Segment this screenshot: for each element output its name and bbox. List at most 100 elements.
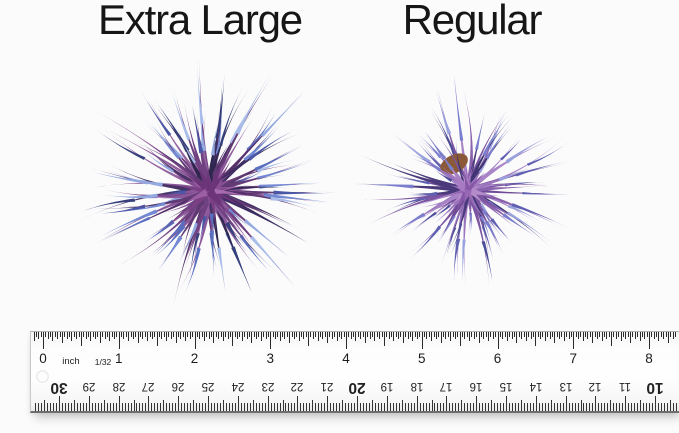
leaf-spike	[208, 91, 304, 193]
inch-tick	[230, 332, 231, 337]
leaf-spike	[498, 168, 530, 182]
inch-tick	[237, 332, 239, 339]
cm-tick	[371, 399, 373, 411]
inch-tick	[149, 332, 151, 337]
inch-tick	[630, 332, 632, 343]
inch-tick	[556, 332, 558, 337]
inch-tick	[106, 332, 108, 337]
cm-tick	[202, 403, 204, 411]
cm-tick	[267, 396, 269, 411]
inch-tick	[362, 332, 364, 337]
leaf-spike	[205, 163, 215, 192]
cm-number: 20	[348, 379, 366, 396]
inch-tick	[211, 332, 213, 337]
inch-tick	[625, 332, 627, 339]
cm-number: 23	[261, 380, 274, 392]
cm-tick	[288, 403, 290, 411]
leaf-spike	[194, 114, 204, 154]
leaf-spike	[437, 148, 454, 171]
leaf-spike	[210, 119, 219, 156]
leaf-spike	[153, 98, 190, 153]
cm-tick	[85, 403, 87, 411]
inch-tick	[577, 332, 579, 339]
cm-tick	[145, 403, 147, 411]
cm-tick	[100, 403, 102, 411]
cm-tick	[240, 403, 242, 411]
cm-tick	[550, 399, 552, 411]
cm-tick	[282, 399, 284, 411]
inch-tick	[121, 332, 123, 337]
cm-tick	[497, 403, 499, 411]
leaf-spike	[354, 184, 469, 193]
inch-tick	[220, 332, 222, 337]
inch-tick	[672, 332, 674, 339]
leaf-spike	[455, 137, 471, 191]
leaf-spike	[481, 241, 494, 290]
leaf-spike	[102, 187, 211, 198]
inch-tick	[386, 332, 388, 337]
leaf-spike	[219, 86, 244, 147]
cm-tick	[41, 403, 43, 411]
cm-tick	[246, 403, 248, 411]
leaf-spike	[464, 170, 471, 191]
leaf-spike	[411, 211, 437, 232]
leaf-spike	[469, 213, 472, 236]
extra-large-label: Extra Large	[98, 0, 303, 43]
inch-tick	[40, 332, 42, 337]
inch-number: 7	[569, 351, 578, 366]
inch-tick	[627, 332, 629, 337]
inch-tick	[514, 332, 516, 337]
inch-tick	[182, 332, 184, 337]
inch-tick	[312, 332, 314, 339]
leaf-spike	[140, 147, 175, 173]
cm-tick	[193, 399, 195, 411]
leaf-spike	[417, 134, 442, 159]
cm-tick	[628, 403, 630, 411]
leaf-spike	[490, 218, 512, 243]
leaf-spike	[405, 188, 469, 210]
leaf-spike	[410, 154, 442, 172]
leaf-spike	[157, 235, 183, 272]
cm-tick	[216, 403, 218, 411]
cm-tick	[532, 403, 534, 411]
leaf-spike	[93, 182, 211, 194]
cm-number: 16	[469, 380, 483, 392]
leaf-spike	[502, 213, 535, 236]
leaf-spike	[384, 196, 429, 212]
cm-tick	[646, 403, 648, 411]
cm-tick	[315, 403, 317, 411]
inch-tick	[525, 332, 527, 341]
cm-tick	[318, 403, 320, 411]
inch-tick	[561, 332, 563, 337]
leaf-spike	[199, 215, 208, 242]
cm-tick	[330, 403, 332, 411]
inch-tick	[301, 332, 303, 337]
leaf-spike	[206, 188, 236, 220]
inch-tick	[277, 332, 279, 337]
inch-tick	[473, 332, 475, 339]
cm-tick	[270, 403, 272, 411]
inch-tick	[163, 332, 165, 337]
cm-tick	[404, 403, 406, 411]
leaf-spike	[178, 222, 199, 266]
cm-number: 18	[410, 380, 423, 392]
inch-tick	[97, 332, 99, 337]
inch-tick	[424, 332, 426, 337]
inch-tick	[90, 332, 92, 341]
inch-tick	[310, 332, 312, 337]
inch-tick	[428, 332, 430, 337]
cm-tick	[181, 403, 183, 411]
leaf-spike	[482, 112, 511, 157]
leaf-spike	[151, 121, 180, 159]
inch-tick	[279, 332, 281, 341]
leaf-spike	[94, 209, 158, 240]
inch-tick	[353, 332, 355, 337]
inch-tick	[376, 332, 378, 337]
inch-tick	[142, 332, 144, 339]
cm-tick	[169, 403, 171, 411]
leaf-spike	[95, 129, 146, 160]
inch-tick	[151, 332, 153, 339]
ruler-hole	[36, 370, 49, 383]
cm-tick	[222, 399, 224, 411]
